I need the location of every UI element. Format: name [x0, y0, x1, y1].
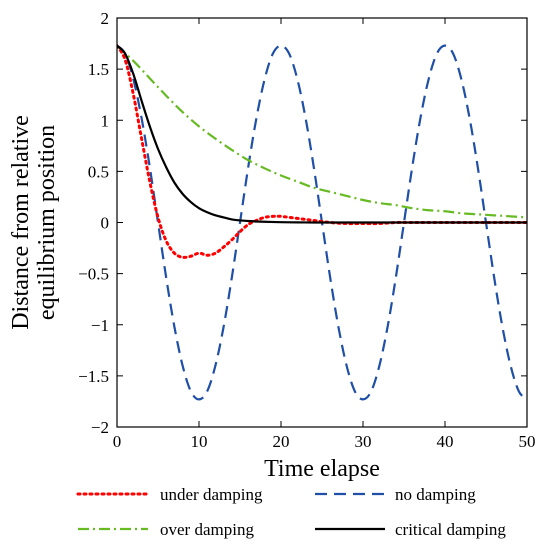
legend-label-under-damping: under damping [160, 485, 263, 504]
legend-label-over-damping: over damping [160, 520, 254, 539]
legend-label-no-damping: no damping [395, 485, 476, 504]
y-tick-label: −1 [91, 316, 109, 335]
ticks-layer: 0 10 20 30 40 50 −2 −1.5 −1 −0.5 0 0.5 1 1.5 2 [78, 9, 535, 451]
y-axis-title-line-2: equilibrium position [34, 125, 60, 320]
y-tick-label: 1 [101, 111, 110, 130]
y-tick-label: 0.5 [88, 162, 109, 181]
legend: under damping no damping over damping criti… [76, 485, 506, 539]
series-line-over-damping [117, 44, 527, 219]
y-tick-label: −0.5 [78, 265, 109, 284]
series-line-critical-damping [117, 44, 527, 224]
y-tick-label: −1.5 [78, 367, 109, 386]
x-axis-title: Time elapse [264, 456, 380, 482]
y-tick-label: −2 [91, 418, 109, 437]
x-tick-label: 30 [355, 432, 372, 451]
y-tick-label: 2 [101, 9, 110, 28]
y-axis-title-line-1: Distance from relative [8, 115, 34, 330]
y-tick-label: 1.5 [88, 60, 109, 79]
x-tick-label: 10 [191, 432, 208, 451]
x-tick-label: 20 [273, 432, 290, 451]
legend-label-critical-damping: critical damping [395, 520, 506, 539]
series-layer [117, 44, 527, 401]
x-tick-label: 40 [437, 432, 454, 451]
series-line-under-damping [117, 44, 527, 259]
x-tick-label: 0 [113, 432, 122, 451]
y-tick-label: 0 [101, 214, 110, 233]
x-tick-label: 50 [519, 432, 536, 451]
